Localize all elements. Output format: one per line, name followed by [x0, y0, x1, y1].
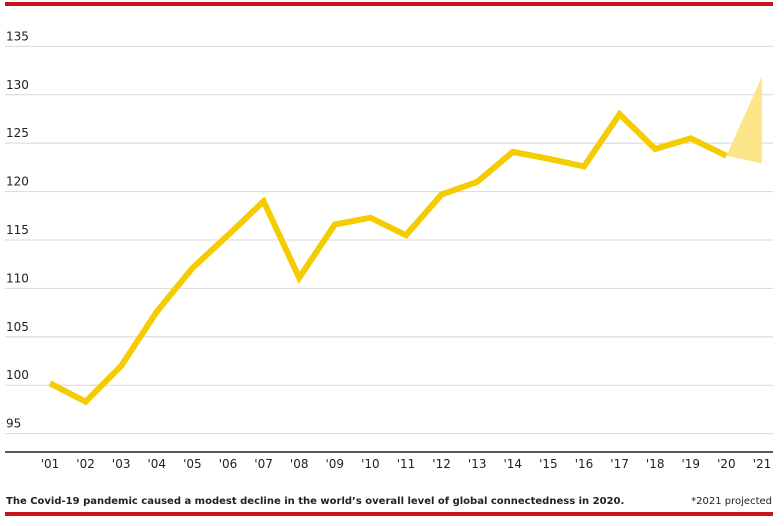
x-tick-label: '04: [148, 457, 167, 471]
x-tick-label: '06: [219, 457, 238, 471]
y-tick-label: 95: [6, 417, 21, 431]
y-tick-label: 110: [6, 271, 29, 285]
x-tick-label: '07: [254, 457, 273, 471]
y-tick-label: 105: [6, 320, 29, 334]
y-tick-label: 100: [6, 368, 29, 382]
x-tick-label: '09: [326, 457, 345, 471]
y-tick-label: 115: [6, 223, 29, 237]
y-tick-label: 120: [6, 175, 29, 189]
x-tick-label: '14: [504, 457, 523, 471]
y-tick-label: 135: [6, 29, 29, 43]
x-tick-label: '08: [290, 457, 309, 471]
x-tick-label: '18: [646, 457, 665, 471]
x-tick-label: '11: [397, 457, 416, 471]
x-tick-label: '21: [753, 457, 772, 471]
x-tick-label: '12: [432, 457, 451, 471]
y-tick-label: 130: [6, 78, 29, 92]
line: [48, 109, 728, 406]
x-tick-label: '13: [468, 457, 487, 471]
bottom-rule: [5, 512, 773, 516]
x-tick-label: '05: [183, 457, 202, 471]
x-tick-label: '15: [539, 457, 558, 471]
caption: The Covid-19 pandemic caused a modest de…: [6, 496, 624, 507]
x-tick-label: '16: [575, 457, 594, 471]
top-rule: [5, 2, 773, 6]
x-tick-label: '01: [41, 457, 60, 471]
projection-range: [726, 76, 762, 164]
x-tick-label: '02: [76, 457, 95, 471]
x-tick-label: '10: [361, 457, 380, 471]
x-tick-label: '03: [112, 457, 131, 471]
x-tick-label: '19: [682, 457, 701, 471]
y-tick-label: 125: [6, 126, 29, 140]
x-tick-label: '20: [717, 457, 736, 471]
x-tick-label: '17: [610, 457, 629, 471]
note: *2021 projected: [691, 496, 772, 507]
